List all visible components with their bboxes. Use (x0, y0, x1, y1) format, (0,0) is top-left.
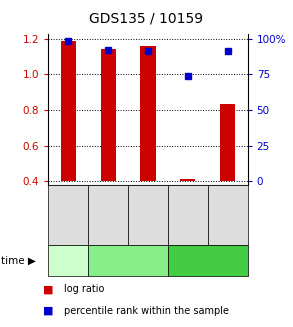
Text: GDS135 / 10159: GDS135 / 10159 (89, 11, 204, 26)
Text: GSM430: GSM430 (223, 196, 232, 234)
Bar (140, 46, 156, 181)
Text: 18 hour: 18 hour (186, 256, 229, 266)
Text: ■: ■ (42, 306, 53, 316)
Text: ■: ■ (42, 284, 53, 295)
Bar (180, 180, 195, 181)
Text: GSM428: GSM428 (64, 196, 73, 234)
Bar (100, 49, 116, 181)
Text: GSM423: GSM423 (183, 196, 192, 234)
Text: 6 hour: 6 hour (50, 256, 86, 266)
Text: GSM433: GSM433 (144, 196, 152, 234)
Text: time ▶: time ▶ (1, 256, 36, 266)
Text: 12 hour: 12 hour (106, 256, 150, 266)
Text: log ratio: log ratio (64, 284, 105, 295)
Bar (61, 41, 76, 181)
Bar (220, 104, 235, 181)
Text: GSM429: GSM429 (104, 196, 113, 234)
Text: percentile rank within the sample: percentile rank within the sample (64, 306, 229, 316)
